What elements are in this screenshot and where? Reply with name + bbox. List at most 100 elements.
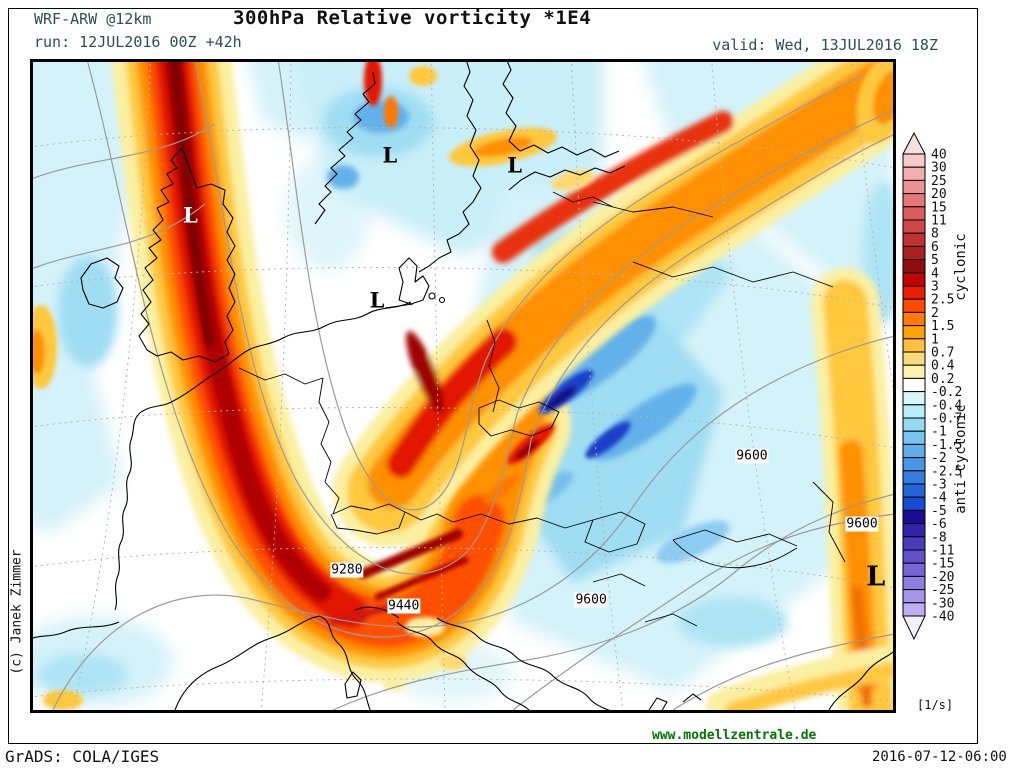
scale-tick-label: 0.2 [931, 372, 954, 387]
valid-label: valid: Wed, 13JUL2016 18Z [712, 36, 938, 54]
scale-tick-label: 1 [931, 332, 939, 347]
scale-arrow-down [902, 615, 926, 641]
scale-tick-label: 20 [931, 187, 947, 202]
scale-color-box [902, 430, 926, 445]
scale-color-box [902, 166, 926, 181]
height-contour-label: 9440 [387, 598, 421, 614]
scale-color-box [902, 443, 926, 459]
scale-tick-label: 2 [931, 306, 939, 321]
scale-tick-label: 8 [931, 227, 939, 242]
scale-tick-label: 40 [931, 148, 947, 163]
scale-tick-label: -20 [931, 570, 954, 585]
scale-tick-label: -25 [931, 583, 954, 598]
low-pressure-marker: L [182, 202, 198, 228]
anticyclonic-scale-label: anti-cyclonic [953, 404, 969, 514]
low-pressure-marker: L [382, 142, 398, 168]
map-label-layer: L L L L L 9280 9440 9600 9600 9600 [33, 62, 893, 710]
scale-color-box [902, 285, 926, 300]
color-scale: 40 30 25 20 15 11 8 6 5 4 3 2.5 2 1.5 1 0.7 0.4 0.2 -0.2 -0… [901, 131, 977, 648]
scale-tick-label: -11 [931, 544, 954, 559]
scale-tick-label: 2.5 [931, 293, 954, 308]
scale-tick-label: -0.4 [931, 398, 962, 413]
scale-tick-label: 15 [931, 200, 947, 215]
height-contour-label: 9600 [574, 592, 608, 608]
unit-label: [1/s] [917, 698, 954, 712]
scale-tick-label: -1 [931, 425, 947, 440]
scale-tick-label: -1.5 [931, 438, 962, 453]
scale-color-box [902, 589, 926, 604]
scale-tick-label: 0.7 [931, 346, 954, 361]
scale-color-box [902, 562, 926, 577]
scale-tick-label: 3 [931, 280, 939, 295]
scale-tick-label: -2.5 [931, 464, 962, 479]
scale-tick-label: -15 [931, 557, 954, 572]
scale-color-box [902, 391, 926, 406]
scale-tick-label: -8 [931, 530, 947, 545]
scale-tick-label: 0.4 [931, 359, 955, 374]
scale-color-box [902, 483, 926, 498]
scale-color-box [902, 364, 926, 379]
scale-color-box [902, 259, 926, 274]
height-contour-label: 9600 [845, 516, 879, 532]
scale-tick-label: -40 [931, 610, 954, 625]
scale-color-box [902, 509, 926, 525]
scale-tick-label: -4 [931, 491, 947, 506]
scale-tick-label: -0.2 [931, 385, 962, 400]
height-contour-lines [33, 62, 893, 710]
scale-color-box [902, 496, 926, 511]
scale-tick-label: 25 [931, 174, 947, 189]
credit-label: (c) Janek Zimmer [9, 549, 25, 675]
grads-stamp: GrADS: COLA/IGES [5, 747, 160, 766]
scale-arrow-up [902, 131, 926, 155]
outer-frame [8, 8, 978, 744]
scale-color-box [902, 311, 926, 327]
scale-tick-label: -0.7 [931, 412, 962, 427]
scale-color-box [902, 404, 926, 419]
scale-color-box [902, 457, 926, 472]
scale-tick-label: 4 [931, 266, 939, 281]
scale-tick-label: 1.5 [931, 319, 954, 334]
scale-color-box [902, 338, 926, 353]
scale-tick-label: -3 [931, 478, 947, 493]
cyclonic-scale-label: cyclonic [953, 233, 969, 301]
height-contour-label: 9280 [330, 562, 364, 578]
scale-color-box [902, 602, 926, 617]
scale-tick-label: -30 [931, 596, 954, 611]
scale-color-box [902, 536, 926, 551]
graticule-lines [33, 62, 893, 710]
height-contour-label: 9600 [735, 448, 769, 464]
watermark: www.modellzentrale.de [652, 728, 817, 743]
scale-tick-label: 5 [931, 253, 939, 268]
datetime-stamp: 2016-07-12-06:00 [872, 749, 1007, 765]
scale-color-box [902, 351, 926, 366]
vorticity-map: L L L L L 9280 9440 9600 9600 9600 [30, 59, 896, 713]
scale-color-box [902, 325, 926, 340]
scale-tick-label: 11 [931, 214, 947, 229]
color-scale-graphic: 403025201511865432.521.510.70.40.2-0.2-0… [902, 131, 962, 641]
scale-tick-label: 6 [931, 240, 939, 255]
scale-color-box [902, 298, 926, 313]
country-borders [238, 191, 846, 627]
model-label: WRF-ARW @12km [34, 10, 152, 28]
low-pressure-marker: L [507, 152, 522, 178]
low-pressure-marker: L [866, 561, 886, 593]
scale-tick-label: -6 [931, 517, 947, 532]
scale-color-box [902, 470, 926, 485]
scale-color-box [902, 179, 926, 195]
scale-color-box [902, 232, 926, 247]
scale-color-box [902, 245, 926, 261]
scale-color-box [902, 417, 926, 432]
scale-color-box [902, 549, 926, 564]
scale-tick-label: -5 [931, 504, 947, 519]
scale-color-box [902, 575, 926, 591]
scale-color-box [902, 272, 926, 287]
scale-color-box [902, 523, 926, 538]
page-title: 300hPa Relative vorticity *1E4 [233, 7, 592, 29]
scale-tick-label: -2 [931, 451, 947, 466]
low-pressure-marker: L [369, 287, 385, 313]
scale-color-box [902, 206, 926, 221]
scale-tick-label: 30 [931, 161, 947, 176]
run-label: run: 12JUL2016 00Z +42h [34, 33, 242, 51]
scale-color-box [902, 153, 926, 168]
